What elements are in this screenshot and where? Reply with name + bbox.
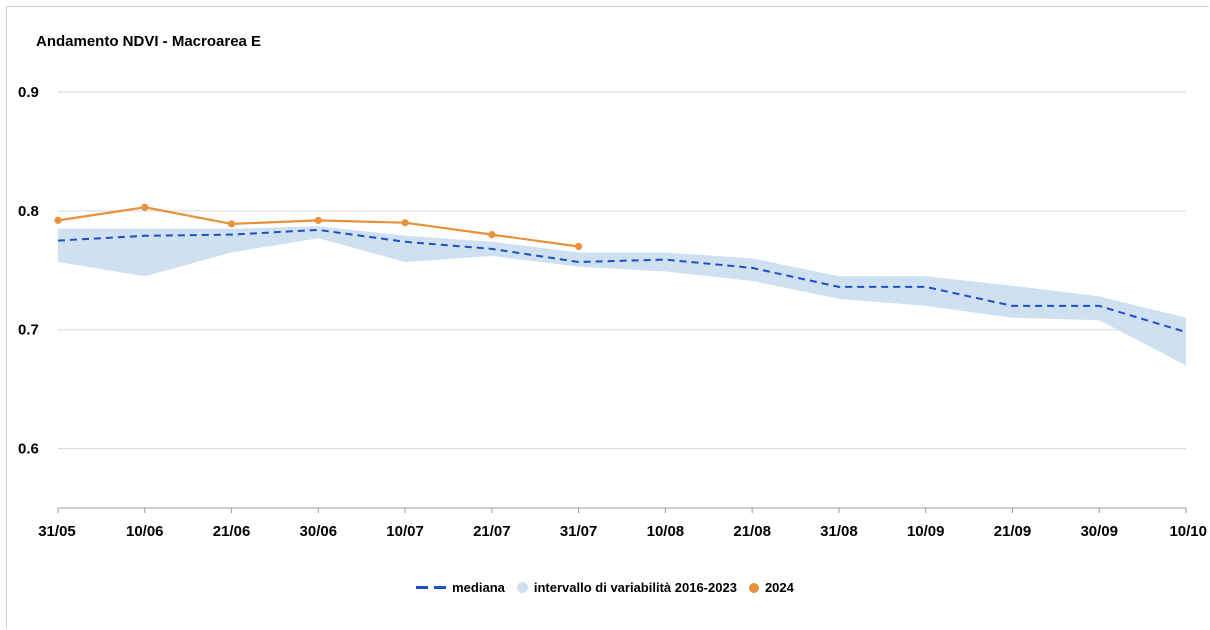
series-2024-point <box>141 203 149 211</box>
y-tick-label: 0.9 <box>18 84 39 101</box>
x-tick-label: 21/09 <box>994 523 1032 540</box>
series-2024-point <box>401 219 409 227</box>
x-tick-label: 31/07 <box>560 523 598 540</box>
x-tick-label: 31/08 <box>820 523 858 540</box>
x-tick-label: 10/07 <box>386 523 424 540</box>
legend: mediana intervallo di variabilità 2016-2… <box>0 580 1210 595</box>
legend-swatch-2024 <box>748 582 759 593</box>
series-2024-point <box>227 220 236 228</box>
chart-frame <box>6 6 1209 629</box>
x-tick-label: 10/09 <box>907 523 945 540</box>
legend-swatch-intervallo <box>516 582 528 593</box>
x-tick-label: 10/10 <box>1169 523 1207 540</box>
x-tick-label: 21/08 <box>733 523 771 540</box>
x-tick-label: 21/06 <box>213 523 251 540</box>
x-tick-label: 30/09 <box>1080 523 1118 540</box>
y-tick-label: 0.6 <box>18 441 39 458</box>
series-2024-point <box>575 242 583 251</box>
legend-swatch-mediana <box>416 586 447 589</box>
x-tick-label: 30/06 <box>300 523 338 540</box>
y-tick-label: 0.7 <box>18 322 39 339</box>
x-tick-label: 21/07 <box>473 523 511 540</box>
x-tick-label: 10/06 <box>126 523 164 540</box>
legend-item-2024: 2024 <box>748 580 794 595</box>
series-2024-point <box>488 231 496 239</box>
y-tick-label: 0.8 <box>18 203 39 220</box>
legend-label-intervallo: intervallo di variabilità 2016-2023 <box>533 580 737 595</box>
legend-item-intervallo: intervallo di variabilità 2016-2023 <box>516 580 737 595</box>
legend-label-2024: 2024 <box>764 580 794 595</box>
chart-plot: 0.6 0.7 0.8 0.9 31/05 10/06 21/06 30/06 10/07 21/… <box>18 84 1207 540</box>
legend-item-mediana: mediana <box>416 580 505 595</box>
mediana-line <box>57 228 1187 334</box>
series-2024-point <box>314 216 322 224</box>
legend-label-mediana: mediana <box>452 580 505 595</box>
x-tick-label: 31/05 <box>38 523 76 540</box>
x-tick-label: 10/08 <box>647 523 685 540</box>
variability-band <box>58 226 1186 366</box>
chart-title: Andamento NDVI - Macroarea E <box>36 33 262 50</box>
series-2024-point <box>54 216 62 224</box>
